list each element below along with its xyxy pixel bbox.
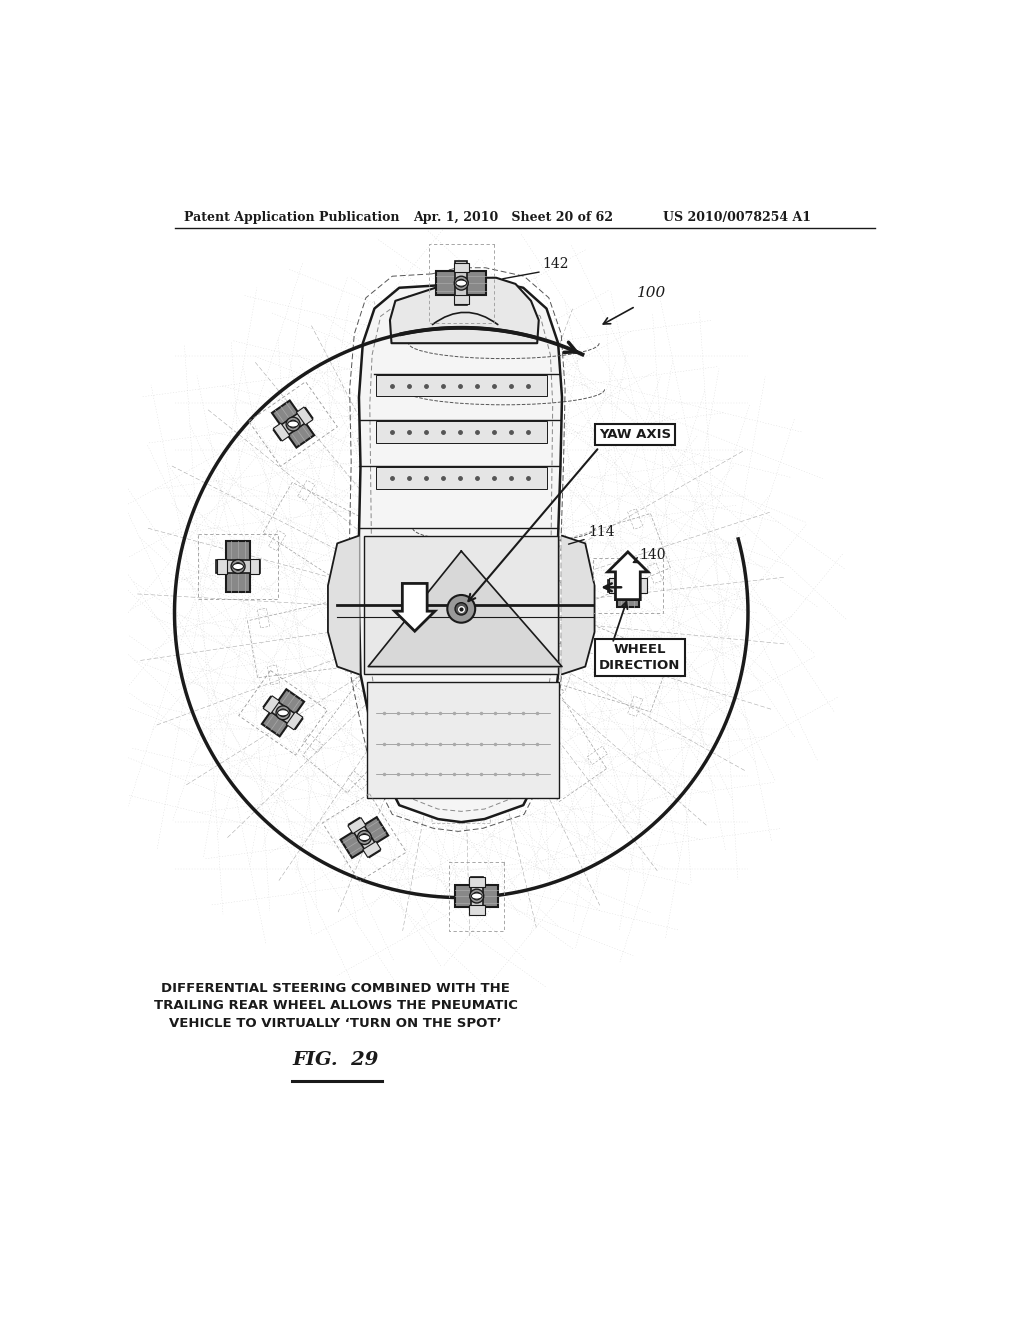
Polygon shape — [609, 578, 618, 594]
Bar — [376, 421, 547, 442]
Text: TRAILING REAR WHEEL ALLOWS THE PNEUMATIC: TRAILING REAR WHEEL ALLOWS THE PNEUMATIC — [154, 999, 518, 1012]
Polygon shape — [250, 558, 259, 574]
Circle shape — [357, 830, 372, 845]
Text: 142: 142 — [543, 256, 569, 271]
Circle shape — [458, 280, 465, 286]
Polygon shape — [436, 271, 486, 296]
Bar — [365, 536, 558, 675]
Polygon shape — [273, 424, 290, 441]
Text: Apr. 1, 2010   Sheet 20 of 62: Apr. 1, 2010 Sheet 20 of 62 — [414, 211, 613, 224]
Bar — [450, 284, 480, 289]
Polygon shape — [362, 841, 381, 858]
Text: YAW AXIS: YAW AXIS — [599, 428, 672, 441]
Polygon shape — [349, 818, 380, 857]
Circle shape — [231, 560, 245, 573]
Polygon shape — [341, 817, 388, 858]
Polygon shape — [617, 565, 639, 607]
Bar — [367, 682, 559, 797]
Circle shape — [455, 603, 467, 615]
Polygon shape — [454, 263, 469, 272]
Circle shape — [455, 276, 468, 290]
Polygon shape — [216, 560, 260, 573]
Polygon shape — [262, 689, 304, 737]
FancyArrowPatch shape — [432, 313, 498, 325]
Polygon shape — [263, 696, 280, 714]
Circle shape — [280, 709, 287, 717]
Circle shape — [473, 892, 480, 900]
Text: DIFFERENTIAL STEERING COMBINED WITH THE: DIFFERENTIAL STEERING COMBINED WITH THE — [161, 982, 510, 994]
Bar — [454, 280, 477, 289]
Circle shape — [470, 890, 483, 903]
Ellipse shape — [456, 280, 467, 286]
Ellipse shape — [471, 892, 482, 899]
Polygon shape — [394, 583, 435, 631]
Text: Patent Application Publication: Patent Application Publication — [183, 211, 399, 224]
Polygon shape — [471, 876, 483, 916]
Text: 140: 140 — [640, 548, 666, 562]
Circle shape — [286, 417, 300, 430]
Circle shape — [624, 582, 632, 590]
Bar — [376, 375, 547, 396]
Text: WHEEL
DIRECTION: WHEEL DIRECTION — [599, 643, 681, 672]
Polygon shape — [454, 294, 469, 304]
Polygon shape — [608, 579, 647, 591]
Text: US 2010/0078254 A1: US 2010/0078254 A1 — [663, 211, 811, 224]
Text: 100: 100 — [637, 286, 667, 300]
Circle shape — [289, 420, 297, 428]
Circle shape — [276, 706, 290, 719]
Ellipse shape — [623, 582, 633, 589]
Circle shape — [621, 578, 635, 593]
Polygon shape — [455, 261, 467, 305]
Ellipse shape — [278, 710, 289, 715]
Text: VEHICLE TO VIRTUALLY ‘TURN ON THE SPOT’: VEHICLE TO VIRTUALLY ‘TURN ON THE SPOT’ — [169, 1016, 502, 1030]
Polygon shape — [348, 817, 366, 834]
Polygon shape — [217, 558, 226, 574]
Polygon shape — [296, 407, 313, 425]
Polygon shape — [637, 578, 646, 594]
Polygon shape — [562, 536, 595, 675]
Bar — [376, 467, 547, 488]
Polygon shape — [456, 886, 498, 907]
Polygon shape — [328, 536, 359, 675]
Circle shape — [447, 595, 475, 623]
Ellipse shape — [232, 564, 244, 570]
Polygon shape — [469, 878, 484, 887]
Ellipse shape — [288, 421, 299, 428]
Text: FIG.  29: FIG. 29 — [293, 1052, 379, 1069]
Polygon shape — [359, 280, 562, 822]
Polygon shape — [390, 277, 539, 343]
Polygon shape — [287, 711, 303, 730]
Polygon shape — [263, 697, 302, 729]
Polygon shape — [272, 400, 314, 447]
Polygon shape — [469, 906, 484, 915]
Circle shape — [360, 834, 369, 841]
Polygon shape — [273, 408, 312, 441]
Circle shape — [234, 562, 242, 570]
Ellipse shape — [359, 834, 370, 841]
Text: 114: 114 — [589, 525, 615, 539]
Polygon shape — [607, 552, 648, 599]
Polygon shape — [369, 552, 562, 667]
Polygon shape — [225, 541, 251, 591]
